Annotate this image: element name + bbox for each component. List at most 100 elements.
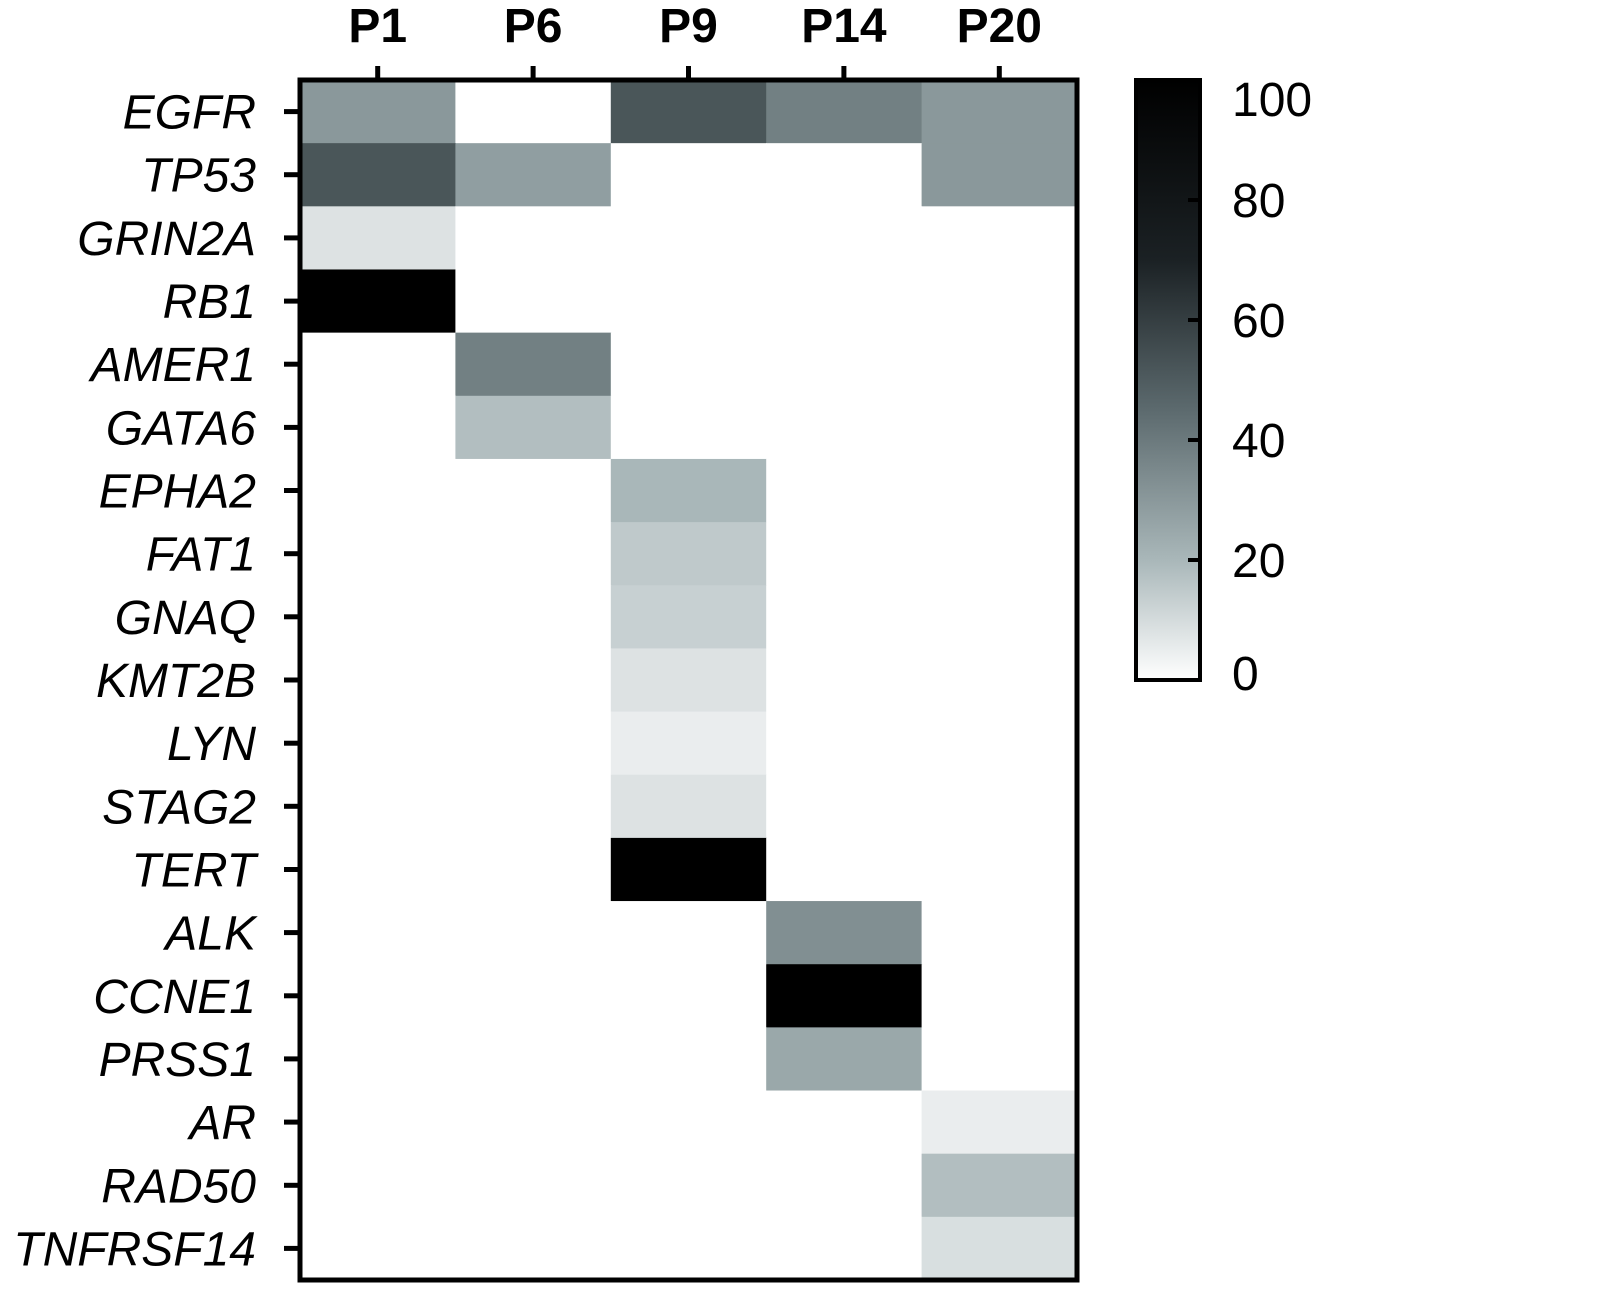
heatmap-cell-egfr-p1: [300, 80, 456, 144]
heatmap-cell-fat1-p9: [610, 522, 767, 586]
heatmap-cell-tnfrsf14-p14: [766, 1216, 923, 1281]
heatmap-cell-fat1-p6: [455, 522, 612, 586]
heatmap-cell-ccne1-p9: [610, 964, 767, 1028]
heatmap-cell-tp53-p9: [610, 143, 767, 207]
heatmap-cell-tp53-p6: [455, 143, 612, 207]
heatmap-cell-stag2-p20: [921, 774, 1078, 839]
heatmap-cell-grin2a-p20: [921, 206, 1078, 271]
column-label-p1: P1: [348, 0, 407, 53]
heatmap-cell-amer1-p1: [300, 332, 456, 397]
heatmap-cell-tnfrsf14-p1: [300, 1216, 456, 1281]
colorbar-tick-label: 80: [1232, 175, 1285, 228]
colorbar-tick-label: 20: [1232, 535, 1285, 588]
heatmap-cell-ar-p20: [921, 1090, 1078, 1155]
heatmap-cell-egfr-p20: [921, 80, 1078, 144]
heatmap-cell-tnfrsf14-p20: [921, 1216, 1078, 1281]
heatmap-cell-amer1-p14: [766, 332, 923, 397]
heatmap-cell-epha2-p20: [921, 458, 1078, 523]
colorbar-tick-label: 0: [1232, 648, 1259, 701]
row-label-tnfrsf14: TNFRSF14: [13, 1223, 256, 1276]
heatmap-cell-egfr-p6: [455, 80, 612, 144]
heatmap-cell-tp53-p1: [300, 143, 456, 207]
heatmap-cell-alk-p20: [921, 901, 1078, 965]
heatmap-cell-tert-p20: [921, 837, 1078, 902]
heatmap-cell-alk-p9: [610, 901, 767, 965]
heatmap-cell-tert-p6: [455, 837, 612, 902]
colorbar: [1134, 78, 1202, 682]
column-label-p20: P20: [957, 0, 1042, 53]
row-label-rad50: RAD50: [101, 1160, 256, 1213]
heatmap-cell-kmt2b-p6: [455, 648, 612, 713]
heatmap-cell-rad50-p20: [921, 1153, 1078, 1218]
heatmap-cell-amer1-p9: [610, 332, 767, 397]
row-label-fat1: FAT1: [146, 529, 256, 582]
row-label-amer1: AMER1: [88, 339, 256, 392]
heatmap-cell-egfr-p14: [766, 80, 923, 144]
colorbar-ticks: 0 20 40 60 80 100: [1188, 74, 1312, 701]
heatmap-cell-lyn-p1: [300, 711, 456, 776]
heatmap-cell-gata6-p1: [300, 395, 456, 460]
heatmap-cell-gata6-p9: [610, 395, 767, 460]
heatmap-cell-egfr-p9: [610, 80, 767, 144]
heatmap-cell-tp53-p14: [766, 143, 923, 207]
heatmap-cell-kmt2b-p9: [610, 648, 767, 713]
colorbar-tick-label: 100: [1232, 74, 1312, 127]
column-labels: P1 P6 P9 P14 P20: [348, 0, 1042, 53]
row-label-lyn: LYN: [167, 718, 256, 771]
heatmap-cell-ar-p14: [766, 1090, 923, 1155]
heatmap-cell-rad50-p1: [300, 1153, 456, 1218]
heatmap-cell-gnaq-p20: [921, 585, 1078, 650]
heatmap-cell-ar-p9: [610, 1090, 767, 1155]
column-ticks: [375, 66, 1002, 80]
heatmap-cell-grin2a-p14: [766, 206, 923, 271]
heatmap-cell-rad50-p9: [610, 1153, 767, 1218]
heatmap-cell-rb1-p14: [766, 269, 923, 334]
heatmap-cell-grin2a-p9: [610, 206, 767, 271]
heatmap-cell-tnfrsf14-p6: [455, 1216, 612, 1281]
heatmap-cell-grin2a-p6: [455, 206, 612, 271]
row-label-rb1: RB1: [163, 276, 256, 329]
heatmap-cell-prss1-p20: [921, 1027, 1078, 1092]
heatmap-cell-stag2-p14: [766, 774, 923, 839]
heatmap-cell-gata6-p14: [766, 395, 923, 460]
heatmap-cell-gnaq-p9: [610, 585, 767, 650]
row-label-prss1: PRSS1: [99, 1034, 256, 1087]
heatmap-cell-lyn-p14: [766, 711, 923, 776]
row-label-alk: ALK: [162, 908, 258, 961]
heatmap-cell-alk-p14: [766, 901, 923, 965]
heatmap-cell-prss1-p6: [455, 1027, 612, 1092]
heatmap-cell-ccne1-p1: [300, 964, 456, 1028]
heatmap-cell-kmt2b-p20: [921, 648, 1078, 713]
heatmap-cell-prss1-p1: [300, 1027, 456, 1092]
heatmap-cell-rad50-p14: [766, 1153, 923, 1218]
colorbar-tick-label: 60: [1232, 295, 1285, 348]
heatmap-cell-tert-p1: [300, 837, 456, 902]
heatmap-cell-rb1-p20: [921, 269, 1078, 334]
row-labels: EGFR TP53 GRIN2A RB1 AMER1 GATA6 EPHA2 FAT1 GNAQ…: [13, 87, 259, 1277]
row-label-stag2: STAG2: [102, 781, 256, 834]
heatmap-cell-grin2a-p1: [300, 206, 456, 271]
row-ticks: [284, 109, 300, 1251]
heatmap-cell-prss1-p14: [766, 1027, 923, 1092]
colorbar-gradient: [1134, 78, 1202, 682]
heatmap-cell-stag2-p1: [300, 774, 456, 839]
column-label-p9: P9: [659, 0, 718, 53]
colorbar-tick-label: 40: [1232, 415, 1285, 468]
row-label-grin2a: GRIN2A: [77, 213, 256, 266]
heatmap-cell-ccne1-p20: [921, 964, 1078, 1028]
heatmap-cell-ar-p1: [300, 1090, 456, 1155]
heatmap-cell-epha2-p6: [455, 458, 612, 523]
heatmap-cell-kmt2b-p14: [766, 648, 923, 713]
heatmap-cell-tert-p9: [610, 837, 767, 902]
heatmap-cell-ar-p6: [455, 1090, 612, 1155]
heatmap-cell-rb1-p6: [455, 269, 612, 334]
heatmap-cell-epha2-p9: [610, 458, 767, 523]
heatmap-cell-rb1-p9: [610, 269, 767, 334]
row-label-gata6: GATA6: [106, 402, 257, 455]
heatmap-cell-epha2-p1: [300, 458, 456, 523]
heatmap-cell-rad50-p6: [455, 1153, 612, 1218]
heatmap-cell-lyn-p20: [921, 711, 1078, 776]
row-label-epha2: EPHA2: [99, 466, 256, 519]
heatmap-cell-gata6-p6: [455, 395, 612, 460]
heatmap-cell-tp53-p20: [921, 143, 1078, 207]
